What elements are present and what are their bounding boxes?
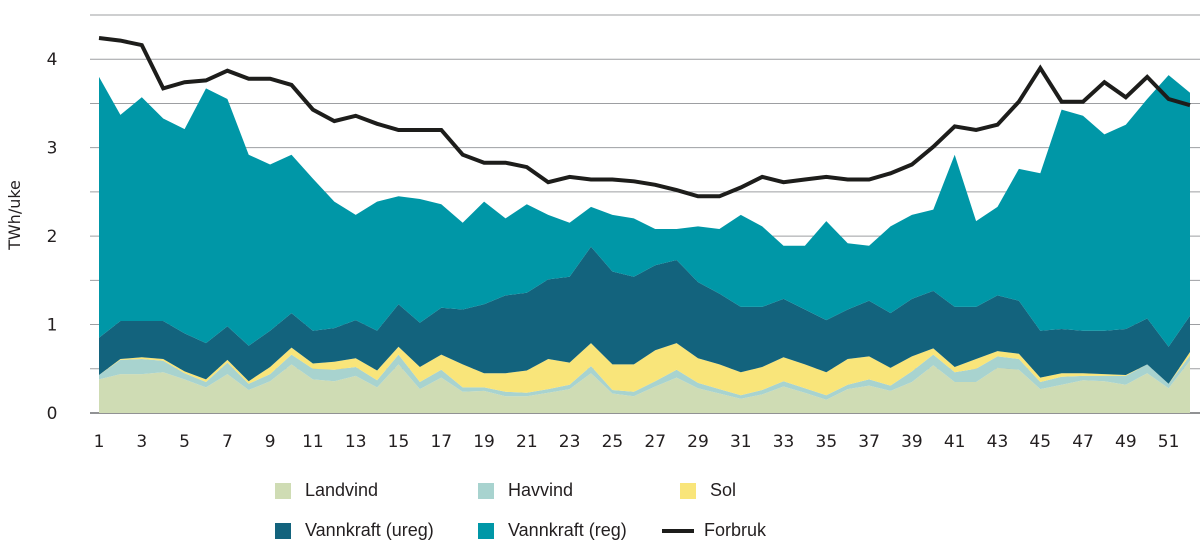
legend-label-vannkraft-reg: Vannkraft (reg): [508, 520, 627, 540]
line-series: [98, 36, 1191, 199]
y-tick-label: 3: [47, 139, 58, 159]
x-tick-label: 41: [944, 432, 966, 452]
legend-label-landvind: Landvind: [305, 480, 379, 500]
x-tick-label: 49: [1115, 432, 1137, 452]
y-tick-label: 4: [47, 50, 58, 70]
y-tick-label: 1: [47, 316, 58, 336]
x-tick-label: 47: [1072, 432, 1094, 452]
x-tick-label: 39: [901, 432, 923, 452]
legend-swatch-havvind: [478, 482, 494, 499]
legend-swatch-vannkraft-reg: [478, 522, 494, 539]
x-tick-label: 3: [136, 432, 147, 452]
y-tick-label: 2: [47, 227, 58, 247]
legend-item-sol: Sol: [680, 480, 736, 501]
legend-label-sol: Sol: [710, 480, 737, 500]
x-tick-label: 35: [816, 432, 838, 452]
legend-label-vannkraft-ureg: Vannkraft (ureg): [305, 520, 434, 540]
area-sol: [99, 343, 1190, 396]
y-axis-label: TWh/uke: [5, 180, 24, 251]
area-series: [99, 75, 1190, 413]
y-tick-label: 0: [47, 404, 58, 424]
x-tick-label: 31: [730, 432, 752, 452]
legend-item-havvind: Havvind: [478, 480, 573, 501]
x-tick-label: 43: [987, 432, 1009, 452]
area-vannkraft-ureg: [99, 246, 1190, 384]
x-tick-label: 9: [265, 432, 276, 452]
x-tick-label: 1: [94, 432, 105, 452]
x-tick-label: 51: [1158, 432, 1180, 452]
x-tick-label: 23: [559, 432, 581, 452]
x-tick-label: 11: [302, 432, 324, 452]
area-havvind: [99, 354, 1190, 400]
x-tick-label: 21: [516, 432, 538, 452]
line-forbruk: [98, 36, 1191, 199]
x-tick-label: 5: [179, 432, 190, 452]
x-tick-label: 27: [644, 432, 666, 452]
x-tick-label: 7: [222, 432, 233, 452]
legend-item-landvind: Landvind: [275, 480, 378, 501]
legend-swatch-forbruk: [662, 528, 694, 533]
area-landvind: [99, 360, 1190, 413]
x-axis-ticks: 1 3 5 7 9 11 13 15 17 19 21 23 25 27 29 31 33 35 37 39 41 43 4…: [94, 432, 1180, 452]
x-tick-label: 29: [687, 432, 709, 452]
x-tick-label: 25: [602, 432, 624, 452]
x-tick-label: 15: [388, 432, 410, 452]
legend-item-vannkraft-ureg: Vannkraft (ureg): [275, 520, 434, 541]
x-tick-label: 19: [473, 432, 495, 452]
x-tick-label: 37: [858, 432, 880, 452]
x-tick-label: 17: [430, 432, 452, 452]
legend-item-vannkraft-reg: Vannkraft (reg): [478, 520, 627, 541]
legend-label-forbruk: Forbruk: [704, 520, 767, 540]
y-axis-ticks: 0 1 2 3 4: [47, 50, 58, 424]
legend-swatch-vannkraft-ureg: [275, 522, 291, 539]
legend-swatch-sol: [680, 482, 696, 499]
x-tick-label: 33: [773, 432, 795, 452]
legend-label-havvind: Havvind: [508, 480, 574, 500]
x-tick-label: 45: [1029, 432, 1051, 452]
legend-item-forbruk: Forbruk: [662, 520, 766, 541]
x-tick-label: 13: [345, 432, 367, 452]
area-vannkraft-reg: [99, 75, 1190, 347]
legend-swatch-landvind: [275, 482, 291, 499]
